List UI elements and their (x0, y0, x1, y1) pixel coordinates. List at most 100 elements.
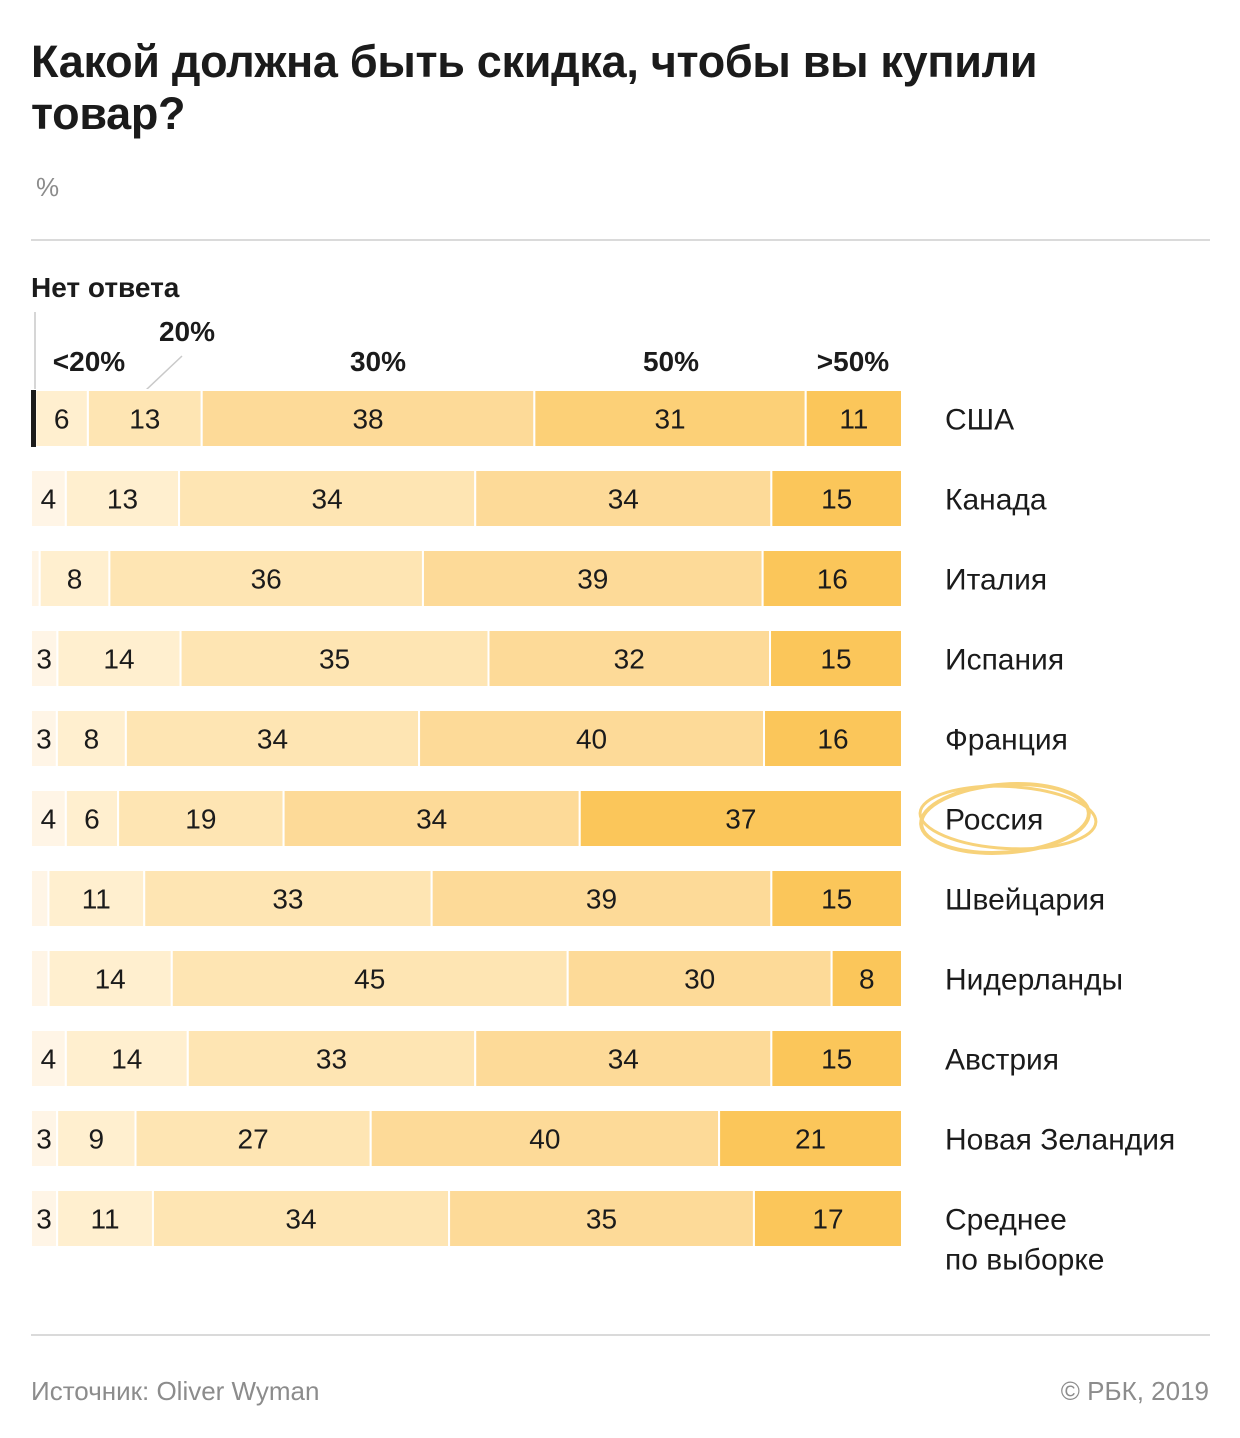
segment-value-label: 33 (272, 884, 303, 915)
segment-value-label: 38 (352, 404, 383, 435)
segment-value-label: 8 (67, 564, 83, 595)
bar-segment (186, 1029, 477, 1088)
legend-label-lt20: <20% (52, 346, 126, 377)
segment-value-label: 35 (586, 1204, 617, 1235)
bar-segment (282, 789, 581, 848)
segment-value-label: 27 (238, 1124, 269, 1155)
bar-segment (578, 789, 903, 848)
segment-value-label: 39 (586, 884, 617, 915)
bar-segment (718, 1109, 904, 1168)
segment-value-label: 40 (576, 724, 607, 755)
segment-value-label: 15 (821, 484, 852, 515)
bar-segment (770, 469, 903, 528)
bottom-divider (31, 1334, 1210, 1336)
segment-value-label: 34 (608, 1044, 639, 1075)
country-label: Среднее (945, 1204, 1067, 1237)
bar-segment (474, 1029, 773, 1088)
segment-value-label: 4 (41, 804, 57, 835)
segment-value-label: 11 (839, 404, 868, 435)
segment-value-label: 3 (36, 724, 52, 755)
chart-title: Какой должна быть скидка, чтобы вы купил… (31, 36, 1038, 139)
copyright-note: © РБК, 2019 (1060, 1376, 1209, 1406)
segment-value-label: 4 (41, 484, 57, 515)
segment-value-label: 14 (111, 1044, 142, 1075)
country-label: США (945, 404, 1014, 437)
bar-segment (47, 869, 146, 928)
bar-segment (448, 1189, 755, 1248)
segment-value-label: 16 (817, 724, 848, 755)
bar-segment (56, 1109, 137, 1168)
segment-value-label: 39 (577, 564, 608, 595)
legend-label-20: 20% (158, 316, 216, 347)
bar-segment (761, 549, 904, 608)
bar-segment (108, 549, 424, 608)
segment-value-label: 37 (725, 804, 756, 835)
segment-value-label: 15 (821, 1044, 852, 1075)
bar-segment (55, 709, 127, 768)
bar-segment (30, 629, 59, 688)
no-answer-legend-label: Нет ответа (31, 272, 180, 303)
segment-value-label: 3 (36, 1204, 52, 1235)
country-label: Франция (945, 724, 1068, 757)
bar-segment (533, 389, 807, 448)
segment-value-label: 13 (107, 484, 138, 515)
segment-value-label: 34 (416, 804, 447, 835)
segment-value-label: 9 (89, 1124, 105, 1155)
country-label: Швейцария (945, 884, 1105, 917)
bar-segment (474, 469, 773, 528)
bar-segment (178, 469, 477, 528)
segment-value-label: 6 (54, 404, 70, 435)
segment-value-label: 30 (684, 964, 715, 995)
bar-segment (30, 469, 67, 528)
bar-segment (369, 1109, 721, 1168)
bar-segment (34, 389, 89, 448)
segment-value-label: 11 (90, 1204, 119, 1235)
bar-segment (418, 709, 766, 768)
segment-value-label: 8 (859, 964, 875, 995)
segment-value-label: 3 (36, 1124, 52, 1155)
segment-value-label: 4 (41, 1044, 57, 1075)
segment-value-label: 19 (185, 804, 216, 835)
segment-value-label: 45 (354, 964, 385, 995)
bar-segment (752, 1189, 903, 1248)
bar-segment (770, 869, 903, 928)
bar-segment (804, 389, 904, 448)
legend-label-50: 50% (642, 346, 700, 377)
bar-segment (30, 869, 50, 928)
bar-segment (830, 949, 903, 1008)
country-label: Италия (945, 564, 1047, 597)
country-label: по выборке (945, 1244, 1104, 1277)
bar-segment (134, 1109, 372, 1168)
bar-segment (763, 709, 903, 768)
segment-value-label: 15 (820, 644, 851, 675)
highlight-circle (919, 782, 1091, 855)
bar-segment (30, 1189, 59, 1248)
bar-segment (151, 1189, 451, 1248)
segment-value-label: 32 (614, 644, 645, 675)
segment-value-label: 34 (608, 484, 639, 515)
segment-value-label: 13 (129, 404, 160, 435)
bar-segment (56, 629, 182, 688)
legend-label-gt50: >50% (816, 346, 890, 377)
segment-value-label: 14 (95, 964, 126, 995)
bar-segment (38, 549, 111, 608)
segment-value-label: 6 (84, 804, 100, 835)
bar-segment (770, 1029, 903, 1088)
no-answer-marker (31, 390, 36, 447)
bar-segment (56, 1189, 154, 1248)
bar-segment (143, 869, 433, 928)
bar-segment (30, 709, 58, 768)
bar-segment (117, 789, 285, 848)
source-note: Источник: Oliver Wyman (31, 1376, 320, 1406)
segment-value-label: 33 (316, 1044, 347, 1075)
bar-segment (30, 789, 67, 848)
segment-value-label: 40 (529, 1124, 560, 1155)
top-divider (31, 239, 1210, 241)
bar-segment (30, 549, 41, 608)
pct20-leader-line (145, 355, 183, 391)
bar-segment (179, 629, 490, 688)
segment-value-label: 21 (795, 1124, 826, 1155)
segment-value-label: 16 (817, 564, 848, 595)
segment-value-label: 14 (103, 644, 134, 675)
